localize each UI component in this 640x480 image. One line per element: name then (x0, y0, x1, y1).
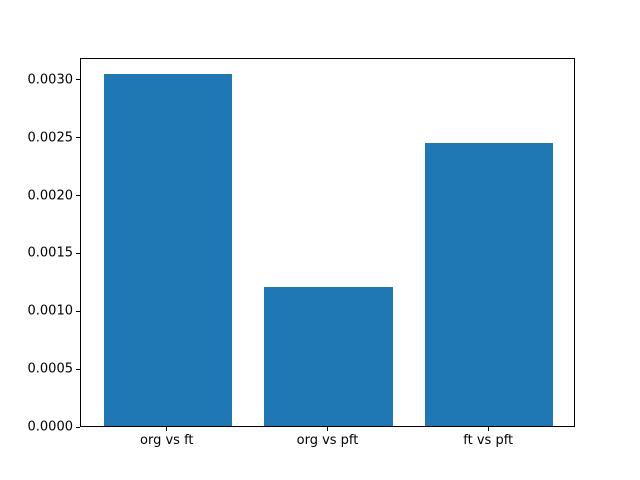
bar-org-vs-pft (264, 287, 393, 426)
x-tick-mark (487, 427, 489, 431)
y-tick-label: 0.0000 (27, 419, 74, 435)
y-tick-mark (76, 195, 80, 197)
y-tick-label: 0.0015 (27, 245, 74, 261)
x-tick-label: org vs pft (296, 433, 359, 448)
y-tick-mark (76, 310, 80, 312)
y-tick-label: 0.0010 (27, 303, 74, 319)
bar-org-vs-ft (103, 74, 233, 426)
y-tick-mark (76, 137, 80, 139)
y-tick-label: 0.0030 (27, 72, 74, 88)
y-tick-label: 0.0020 (27, 188, 74, 204)
x-tick-label: ft vs pft (463, 433, 514, 448)
y-tick-mark (76, 252, 80, 254)
y-tick-label: 0.0005 (27, 361, 74, 377)
y-tick-mark (76, 79, 80, 81)
x-tick-mark (166, 427, 168, 431)
bar-ft-vs-pft (424, 142, 554, 426)
y-tick-mark (76, 368, 80, 370)
x-tick-label: org vs ft (140, 433, 194, 448)
y-tick-label: 0.0025 (27, 130, 74, 146)
y-tick-mark (76, 426, 80, 428)
plot-area (80, 58, 575, 427)
x-tick-mark (327, 427, 328, 431)
